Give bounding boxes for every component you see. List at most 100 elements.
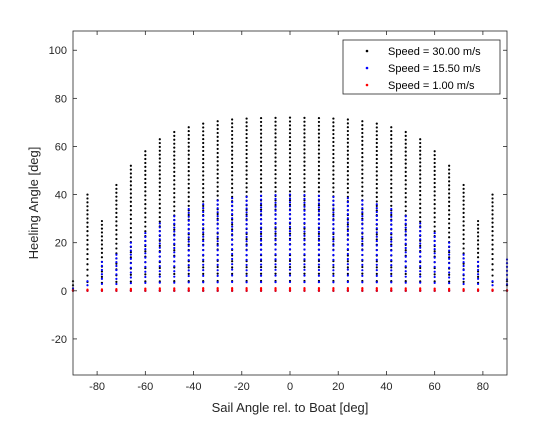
data-point	[158, 215, 161, 219]
data-point	[173, 255, 176, 258]
data-point	[144, 211, 147, 214]
data-point	[202, 204, 205, 208]
data-point	[433, 273, 436, 276]
data-point	[274, 248, 277, 251]
data-point	[259, 181, 263, 184]
data-point	[115, 203, 118, 206]
data-point	[317, 237, 321, 241]
data-point	[259, 148, 263, 151]
data-point	[129, 226, 132, 230]
data-point	[259, 177, 263, 180]
data-point	[173, 187, 176, 190]
data-point	[361, 194, 364, 197]
data-point	[390, 174, 393, 177]
data-point	[317, 214, 321, 217]
data-point	[404, 242, 407, 245]
data-point	[448, 200, 451, 203]
data-point	[361, 211, 364, 214]
data-point	[259, 152, 263, 155]
data-point	[404, 272, 407, 276]
data-point	[173, 242, 176, 245]
data-point	[216, 235, 219, 238]
data-point	[476, 270, 480, 273]
data-point	[448, 236, 451, 239]
data-point	[390, 287, 393, 290]
data-point	[173, 222, 176, 225]
data-point	[476, 260, 480, 264]
data-point	[245, 121, 248, 124]
data-point	[404, 249, 407, 252]
data-point	[404, 205, 407, 208]
data-point	[216, 160, 219, 163]
data-point	[332, 274, 335, 278]
data-point	[216, 143, 219, 146]
data-point	[245, 249, 248, 252]
data-point	[202, 209, 205, 212]
data-point	[346, 263, 349, 266]
data-point	[332, 148, 335, 152]
data-point	[231, 225, 234, 228]
data-point	[274, 164, 277, 167]
data-point	[448, 245, 451, 248]
data-point	[317, 208, 321, 211]
data-point	[231, 174, 234, 177]
data-point	[361, 272, 364, 275]
data-point	[462, 183, 465, 187]
data-point	[274, 168, 277, 172]
data-point	[375, 281, 378, 284]
data-point	[187, 231, 190, 235]
data-point	[448, 280, 451, 283]
data-point	[346, 217, 349, 220]
data-point	[346, 157, 349, 160]
data-point	[404, 275, 407, 278]
data-point	[462, 253, 465, 256]
data-point	[404, 174, 407, 178]
data-point	[115, 242, 118, 245]
data-point	[303, 190, 306, 193]
data-point	[361, 120, 364, 123]
data-point	[346, 201, 349, 204]
data-point	[129, 280, 132, 283]
data-point	[259, 198, 263, 201]
data-point	[216, 263, 219, 266]
data-point	[202, 187, 205, 190]
legend: Speed = 30.00 m/s Speed = 15.50 m/s Spee…	[342, 39, 501, 95]
data-point	[375, 174, 378, 177]
data-point	[375, 126, 378, 129]
data-point	[245, 244, 248, 247]
data-point	[216, 223, 219, 226]
data-point	[274, 272, 277, 275]
data-point	[158, 153, 161, 156]
data-point	[317, 226, 321, 229]
data-point	[129, 200, 132, 203]
data-point	[187, 254, 190, 257]
data-point	[245, 136, 248, 140]
data-point	[115, 191, 118, 194]
data-point	[231, 197, 234, 200]
data-point	[390, 258, 393, 262]
data-point	[231, 201, 234, 204]
data-point	[245, 263, 248, 267]
data-point	[448, 172, 451, 175]
data-point	[231, 118, 234, 121]
data-point	[390, 266, 393, 269]
data-point	[332, 281, 335, 284]
data-point	[462, 228, 465, 232]
data-point	[144, 250, 147, 253]
data-point	[491, 274, 494, 277]
data-point	[216, 164, 219, 167]
data-point	[375, 209, 378, 212]
data-point	[390, 240, 393, 243]
data-point	[476, 235, 480, 238]
data-point	[288, 201, 292, 204]
data-point	[404, 134, 407, 137]
data-point	[216, 199, 219, 202]
data-point	[390, 129, 393, 133]
data-point	[476, 264, 480, 267]
data-point	[375, 195, 378, 199]
data-point	[390, 223, 393, 226]
data-point	[433, 225, 436, 228]
data-point	[245, 237, 248, 241]
data-point	[404, 246, 407, 250]
data-point	[216, 237, 219, 240]
